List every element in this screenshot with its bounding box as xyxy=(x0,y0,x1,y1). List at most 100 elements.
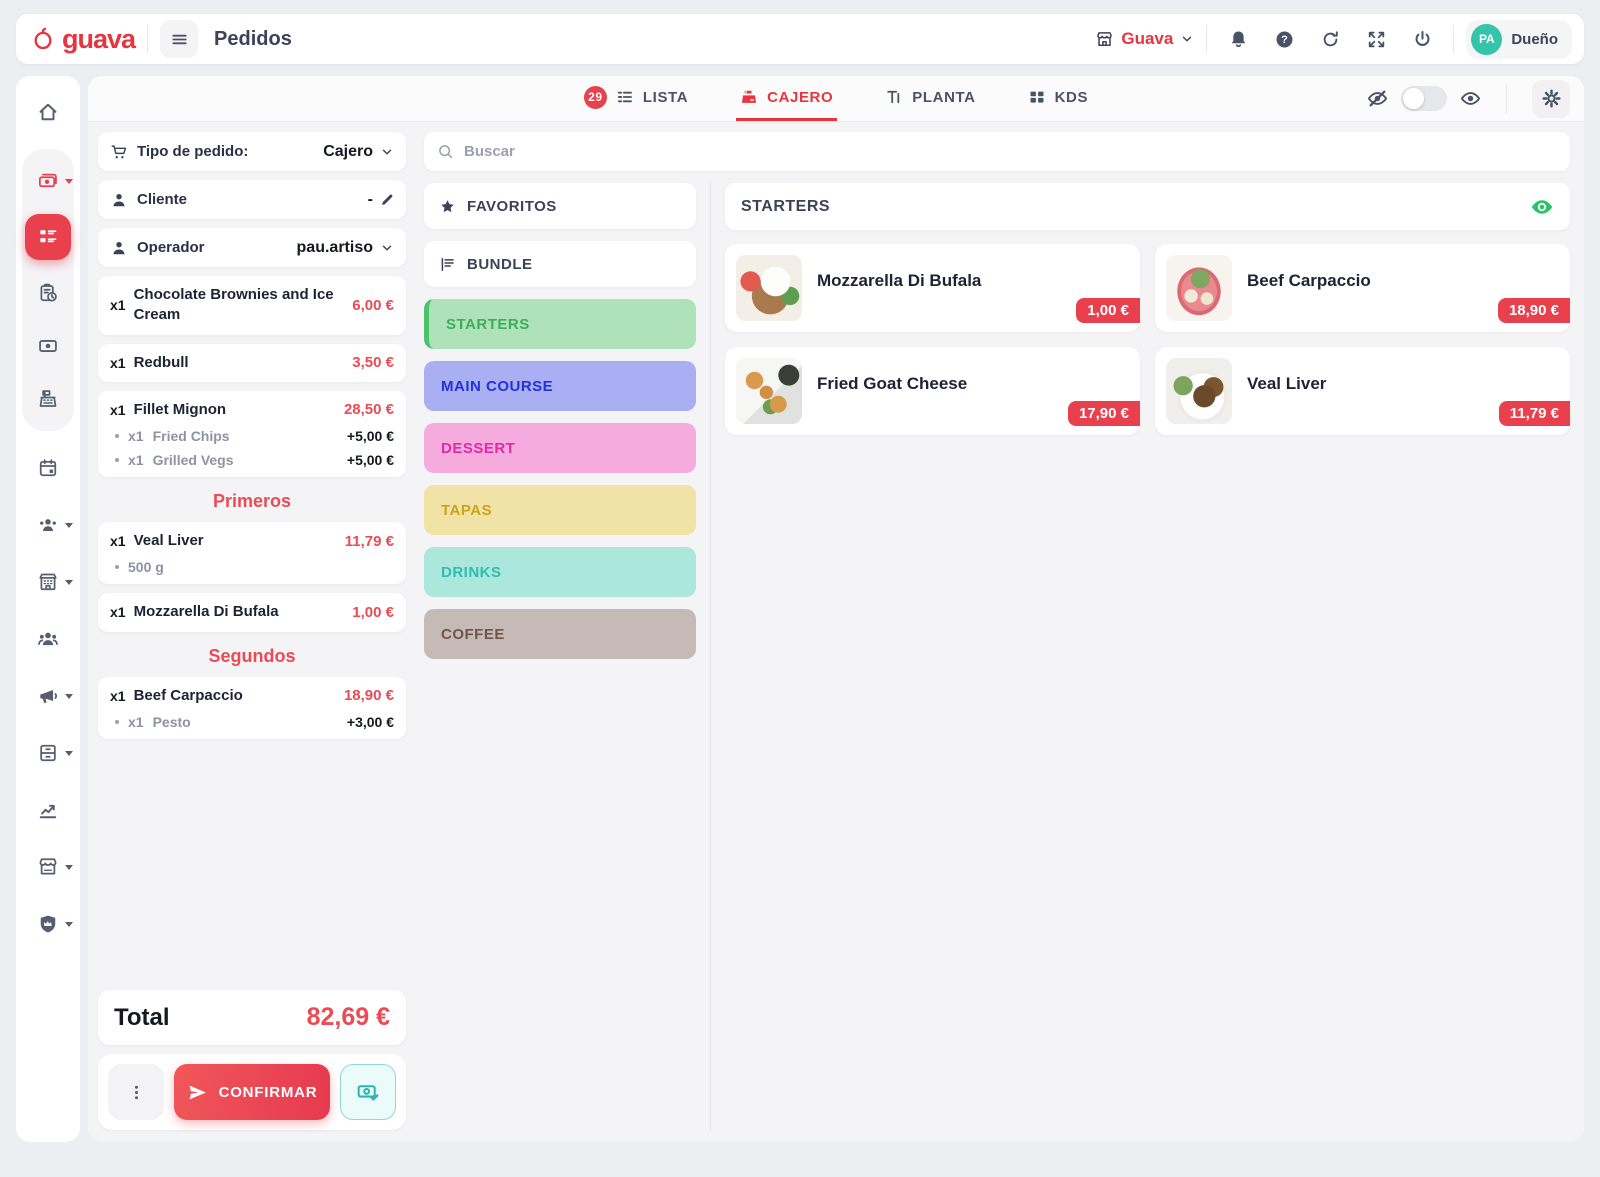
client-value: - xyxy=(367,190,373,208)
bundle-icon xyxy=(439,256,456,273)
help-icon: ? xyxy=(1274,29,1295,50)
caret-icon xyxy=(65,694,73,699)
show-prices-icon[interactable] xyxy=(1460,88,1481,109)
sidebar-item-order-history[interactable] xyxy=(28,273,68,313)
tab-register-icon xyxy=(740,88,758,106)
item-name: Chocolate Brownies and Ice Cream xyxy=(133,286,334,324)
order-item[interactable]: x1 Redbull 3,50 € xyxy=(98,343,406,382)
help-button[interactable]: ? xyxy=(1265,20,1303,58)
search-bar[interactable] xyxy=(424,132,1570,171)
sidebar-item-staff[interactable] xyxy=(28,505,73,545)
caret-icon xyxy=(65,580,73,585)
caret-icon xyxy=(65,751,73,756)
search-icon xyxy=(437,143,454,160)
sidebar-item-orders[interactable] xyxy=(25,214,71,260)
sidebar-item-cash-register[interactable] xyxy=(28,379,68,419)
item-modifier: 500 g xyxy=(110,559,394,575)
spacer xyxy=(98,748,406,981)
order-item[interactable]: x1 Veal Liver 11,79 € 500 g xyxy=(98,522,406,585)
brand-logo[interactable]: guava xyxy=(30,23,136,55)
search-input[interactable] xyxy=(464,143,1557,160)
sidebar-item-store-front[interactable] xyxy=(28,847,73,887)
tab-cajero[interactable]: CAJERO xyxy=(736,76,838,121)
store-icon xyxy=(1095,30,1114,49)
order-item[interactable]: x1 Mozzarella Di Bufala 1,00 € xyxy=(98,593,406,632)
caret-icon xyxy=(65,922,73,927)
item-qty: x1 xyxy=(110,401,126,418)
bundle-button[interactable]: BUNDLE xyxy=(424,241,696,287)
modifier-price: +5,00 € xyxy=(346,428,394,444)
inventory-icon xyxy=(37,742,59,764)
category-dessert[interactable]: DESSERT xyxy=(424,423,696,473)
pay-button[interactable] xyxy=(340,1064,396,1120)
client-row[interactable]: Cliente - xyxy=(98,180,406,219)
tab-lista[interactable]: 29 LISTA xyxy=(580,76,692,121)
order-item[interactable]: x1 Beef Carpaccio 18,90 € x1 Pesto +3,00 € xyxy=(98,676,406,739)
order-item[interactable]: x1 Fillet Mignon 28,50 € x1 Fried Chips +5,00… xyxy=(98,390,406,477)
product-card[interactable]: Fried Goat Cheese 17,90 € xyxy=(725,347,1140,435)
order-actions: CONFIRMAR xyxy=(98,1054,406,1130)
client-label: Cliente xyxy=(137,191,188,208)
sidebar-item-statistics[interactable] xyxy=(28,790,68,830)
product-card[interactable]: Veal Liver 11,79 € xyxy=(1155,347,1570,435)
favorites-button[interactable]: FAVORITOS xyxy=(424,183,696,229)
user-icon xyxy=(110,191,128,209)
store-selector[interactable]: Guava xyxy=(1095,29,1194,49)
modifier-price: +5,00 € xyxy=(346,452,394,468)
sidebar-item-sales[interactable] xyxy=(28,161,73,201)
pencil-icon[interactable] xyxy=(380,193,394,207)
brand-text: guava xyxy=(62,23,136,54)
item-qty: x1 xyxy=(110,297,126,314)
item-qty: x1 xyxy=(110,687,126,704)
hide-prices-icon[interactable] xyxy=(1367,88,1388,109)
sidebar-item-home[interactable] xyxy=(28,92,68,132)
operator-value: pau.artiso xyxy=(296,238,373,256)
bullet xyxy=(115,565,119,570)
confirm-button[interactable]: CONFIRMAR xyxy=(174,1064,330,1120)
sidebar-item-establishment[interactable] xyxy=(28,562,73,602)
top-header: guava Pedidos Guava ? PA Dueño xyxy=(16,14,1584,64)
visibility-toggle[interactable] xyxy=(1401,86,1447,111)
tab-planta[interactable]: PLANTA xyxy=(881,76,979,121)
logout-button[interactable] xyxy=(1403,20,1441,58)
menu-toggle-button[interactable] xyxy=(160,20,199,58)
operator-label: Operador xyxy=(137,239,205,256)
notifications-button[interactable] xyxy=(1219,20,1257,58)
product-price-tag: 17,90 € xyxy=(1067,401,1140,426)
refresh-button[interactable] xyxy=(1311,20,1349,58)
sidebar-item-payments[interactable] xyxy=(28,326,68,366)
modifier-name: Pesto xyxy=(152,713,191,730)
product-card[interactable]: Beef Carpaccio 18,90 € xyxy=(1155,244,1570,332)
sidebar-item-admin-shield[interactable] xyxy=(28,904,73,944)
product-card[interactable]: Mozzarella Di Bufala 1,00 € xyxy=(725,244,1140,332)
power-icon xyxy=(1412,29,1433,50)
category-drinks[interactable]: DRINKS xyxy=(424,547,696,597)
category-tapas[interactable]: TAPAS xyxy=(424,485,696,535)
settings-button[interactable] xyxy=(1532,79,1570,118)
category-coffee[interactable]: COFFEE xyxy=(424,609,696,659)
caret-icon xyxy=(65,523,73,528)
order-type-row[interactable]: Tipo de pedido: Cajero xyxy=(98,132,406,171)
product-image xyxy=(1166,255,1232,321)
tab-kds[interactable]: KDS xyxy=(1024,76,1092,121)
sidebar-item-marketing[interactable] xyxy=(28,676,73,716)
sidebar-item-customers[interactable] xyxy=(28,619,68,659)
cash-check-icon xyxy=(356,1080,380,1104)
visible-eye-icon[interactable] xyxy=(1530,195,1554,219)
main-panel: 29 LISTA CAJERO PLANTA KDS Tipo de pedido: C… xyxy=(88,76,1584,1142)
item-price: 11,79 € xyxy=(344,532,394,550)
category-main-course[interactable]: MAIN COURSE xyxy=(424,361,696,411)
tab-label: LISTA xyxy=(642,88,689,106)
sidebar-item-calendar[interactable] xyxy=(28,448,68,488)
product-name: Mozzarella Di Bufala xyxy=(817,271,982,290)
user-menu[interactable]: PA Dueño xyxy=(1466,19,1572,59)
operator-row[interactable]: Operador pau.artiso xyxy=(98,228,406,267)
view-tabs: 29 LISTA CAJERO PLANTA KDS xyxy=(580,76,1092,121)
category-starters[interactable]: STARTERS xyxy=(424,299,696,349)
order-lines: x1 Chocolate Brownies and Ice Cream 6,00 €… xyxy=(98,276,406,739)
fullscreen-button[interactable] xyxy=(1357,20,1395,58)
caret-icon xyxy=(65,179,73,184)
sidebar-item-inventory[interactable] xyxy=(28,733,73,773)
order-item[interactable]: x1 Chocolate Brownies and Ice Cream 6,00 € xyxy=(98,276,406,335)
more-options-button[interactable] xyxy=(108,1064,164,1120)
